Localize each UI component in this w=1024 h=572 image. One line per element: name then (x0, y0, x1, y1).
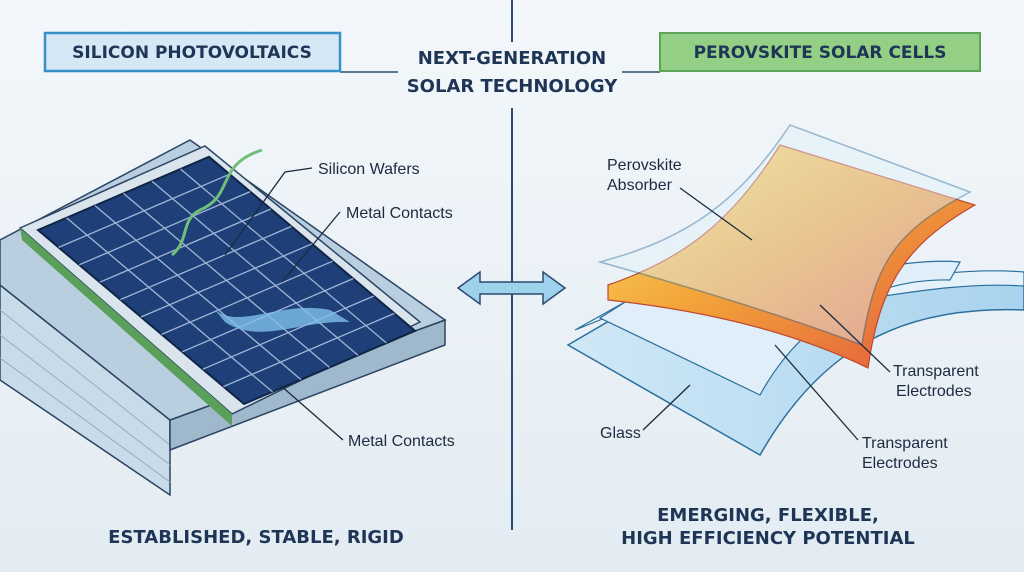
leader (224, 167, 313, 256)
main-title: NEXT-GENERATION (418, 48, 607, 69)
leader (679, 187, 753, 241)
leader (642, 384, 691, 431)
arrow-wave (170, 148, 263, 257)
leader (279, 384, 344, 441)
left-title: SILICON PHOTOVOLTAICS (72, 43, 312, 63)
wafer-highlight (215, 307, 350, 332)
label: Electrodes (896, 383, 972, 400)
leader (774, 344, 859, 441)
right-caption: HIGH EFFICIENCY POTENTIAL (621, 528, 915, 549)
label: Glass (600, 425, 641, 442)
label: Perovskite (607, 157, 682, 174)
left-caption: ESTABLISHED, STABLE, RIGID (108, 527, 404, 548)
leader (819, 304, 891, 373)
label: Absorber (607, 177, 673, 194)
label: Electrodes (862, 455, 938, 472)
panel-edge (20, 228, 232, 426)
right-title: PEROVSKITE SOLAR CELLS (694, 43, 947, 63)
compare-arrow (456, 270, 567, 306)
left-title-box (43, 31, 342, 73)
leader (281, 211, 341, 283)
perovskite-layer (607, 144, 977, 369)
right-title-box (659, 32, 981, 72)
bricks (0, 309, 171, 483)
solar-panel (38, 157, 415, 404)
main-title: SOLAR TECHNOLOGY (407, 76, 619, 97)
label: Transparent (862, 435, 948, 452)
label: Metal Contacts (348, 433, 455, 450)
right-caption: EMERGING, FLEXIBLE, (657, 505, 879, 526)
label: Transparent (893, 363, 979, 380)
label: Metal Contacts (346, 205, 453, 222)
label: Silicon Wafers (318, 161, 420, 178)
